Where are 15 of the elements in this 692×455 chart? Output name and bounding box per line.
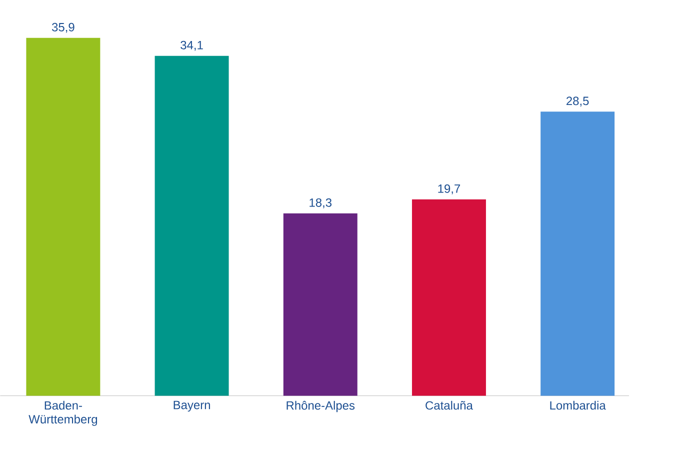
x-tick-label: Rhône-Alpes <box>286 400 355 412</box>
data-label: 34,1 <box>180 40 203 51</box>
x-tick-label: Cataluña <box>426 400 473 410</box>
bar <box>540 112 615 396</box>
bar <box>283 213 358 396</box>
data-label: 28,5 <box>566 96 589 107</box>
bar <box>412 199 486 396</box>
bar <box>154 56 229 396</box>
x-tick-label: Lombardia <box>550 400 606 410</box>
data-label: 35,9 <box>52 22 74 33</box>
bar <box>26 38 100 396</box>
x-tick-label: Bayern <box>174 400 210 412</box>
x-tick-label: Baden-Württemberg <box>28 400 98 426</box>
data-label: 18,3 <box>310 198 332 208</box>
data-label: 19,7 <box>438 184 460 194</box>
